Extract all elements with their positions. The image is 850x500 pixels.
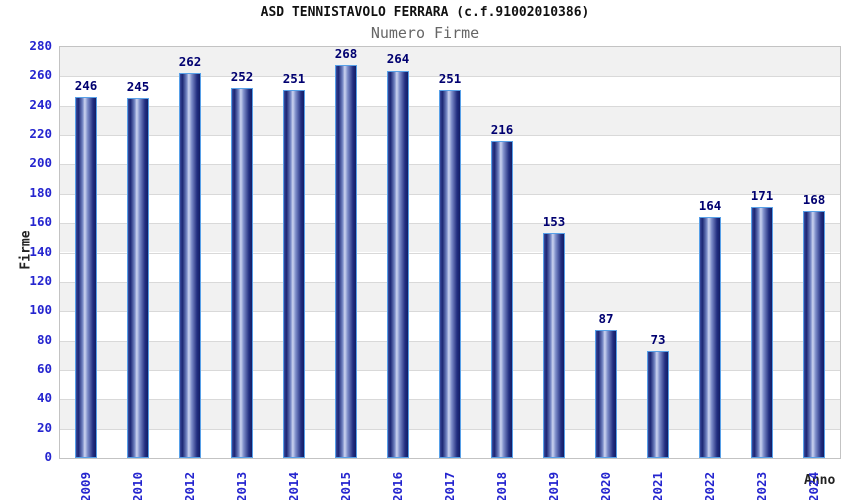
bar-value-label: 268: [334, 45, 358, 61]
y-axis-tick-label: 280: [29, 38, 52, 53]
x-axis-title: Anno: [804, 473, 836, 488]
bar: [387, 70, 409, 458]
x-axis-tick-label: 2012: [182, 471, 197, 500]
x-axis-tick-label: 2022: [702, 471, 717, 500]
bar: [647, 350, 669, 458]
y-axis-tick-label: 240: [29, 96, 52, 112]
bar-value-label: 73: [650, 331, 666, 347]
bar-value-label: 246: [74, 77, 98, 93]
bar: [231, 88, 253, 458]
y-axis-tick-label: 200: [29, 155, 52, 171]
bar-value-label: 251: [282, 70, 306, 86]
x-axis-tick-label: 2010: [130, 471, 145, 500]
bar-value-label: 245: [126, 79, 150, 95]
bar: [127, 98, 149, 458]
bar: [543, 233, 565, 458]
y-axis-tick-label: 160: [29, 214, 52, 230]
bar: [491, 140, 513, 458]
x-axis-tick-label: 2020: [598, 471, 613, 500]
y-axis-tick-label: 100: [29, 302, 52, 318]
y-axis-tick-label: 80: [36, 331, 52, 347]
plot-band: [60, 47, 840, 77]
x-axis-tick-label: 2024: [806, 471, 821, 500]
bar: [699, 217, 721, 458]
x-axis-tick-label: 2016: [390, 471, 405, 500]
bar: [283, 89, 305, 458]
y-axis-tick-label: 0: [44, 449, 52, 464]
bar: [75, 96, 97, 458]
x-axis-tick-label: 2019: [546, 471, 561, 500]
bar: [595, 330, 617, 458]
plot-area: 246 245 262 252 251 268 264 251 216 153 87 73 164 171…: [59, 46, 841, 459]
bar-value-label: 87: [598, 311, 614, 327]
y-axis-tick-label: 180: [29, 184, 52, 200]
x-axis-tick-label: 2018: [494, 471, 509, 500]
bar-value-label: 264: [386, 51, 410, 67]
y-axis-tick-label: 40: [36, 390, 52, 406]
bar-value-label: 153: [542, 214, 566, 230]
y-axis-tick-label: 20: [36, 419, 52, 435]
y-axis-tick-label: 140: [29, 243, 52, 259]
x-axis-tick-label: 2021: [650, 471, 665, 500]
bar-value-label: 216: [490, 121, 514, 137]
bar-value-label: 164: [698, 198, 722, 214]
x-axis-tick-label: 2017: [442, 471, 457, 500]
bar-value-label: 251: [438, 70, 462, 86]
y-axis-tick-label: 60: [36, 360, 52, 376]
bar-value-label: 262: [178, 54, 202, 70]
bar: [335, 64, 357, 458]
y-axis-tick-label: 260: [29, 67, 52, 83]
bar: [439, 89, 461, 458]
bar-value-label: 168: [802, 192, 826, 208]
x-axis-tick-label: 2009: [78, 471, 93, 500]
x-axis-tick-label: 2015: [338, 471, 353, 500]
x-axis-tick-label: 2014: [286, 471, 301, 500]
y-axis-tick-label: 220: [29, 126, 52, 142]
chart-title: ASD TENNISTAVOLO FERRARA (c.f.9100201038…: [260, 5, 590, 20]
chart-subtitle: Numero Firme: [370, 24, 480, 42]
bar: [751, 207, 773, 458]
x-axis-tick-label: 2013: [234, 471, 249, 500]
bar-value-label: 252: [230, 69, 254, 85]
y-axis-tick-label: 120: [29, 272, 52, 288]
bar-value-label: 171: [750, 187, 774, 203]
bar: [803, 211, 825, 458]
bar: [179, 73, 201, 458]
x-axis-tick-label: 2023: [754, 471, 769, 500]
